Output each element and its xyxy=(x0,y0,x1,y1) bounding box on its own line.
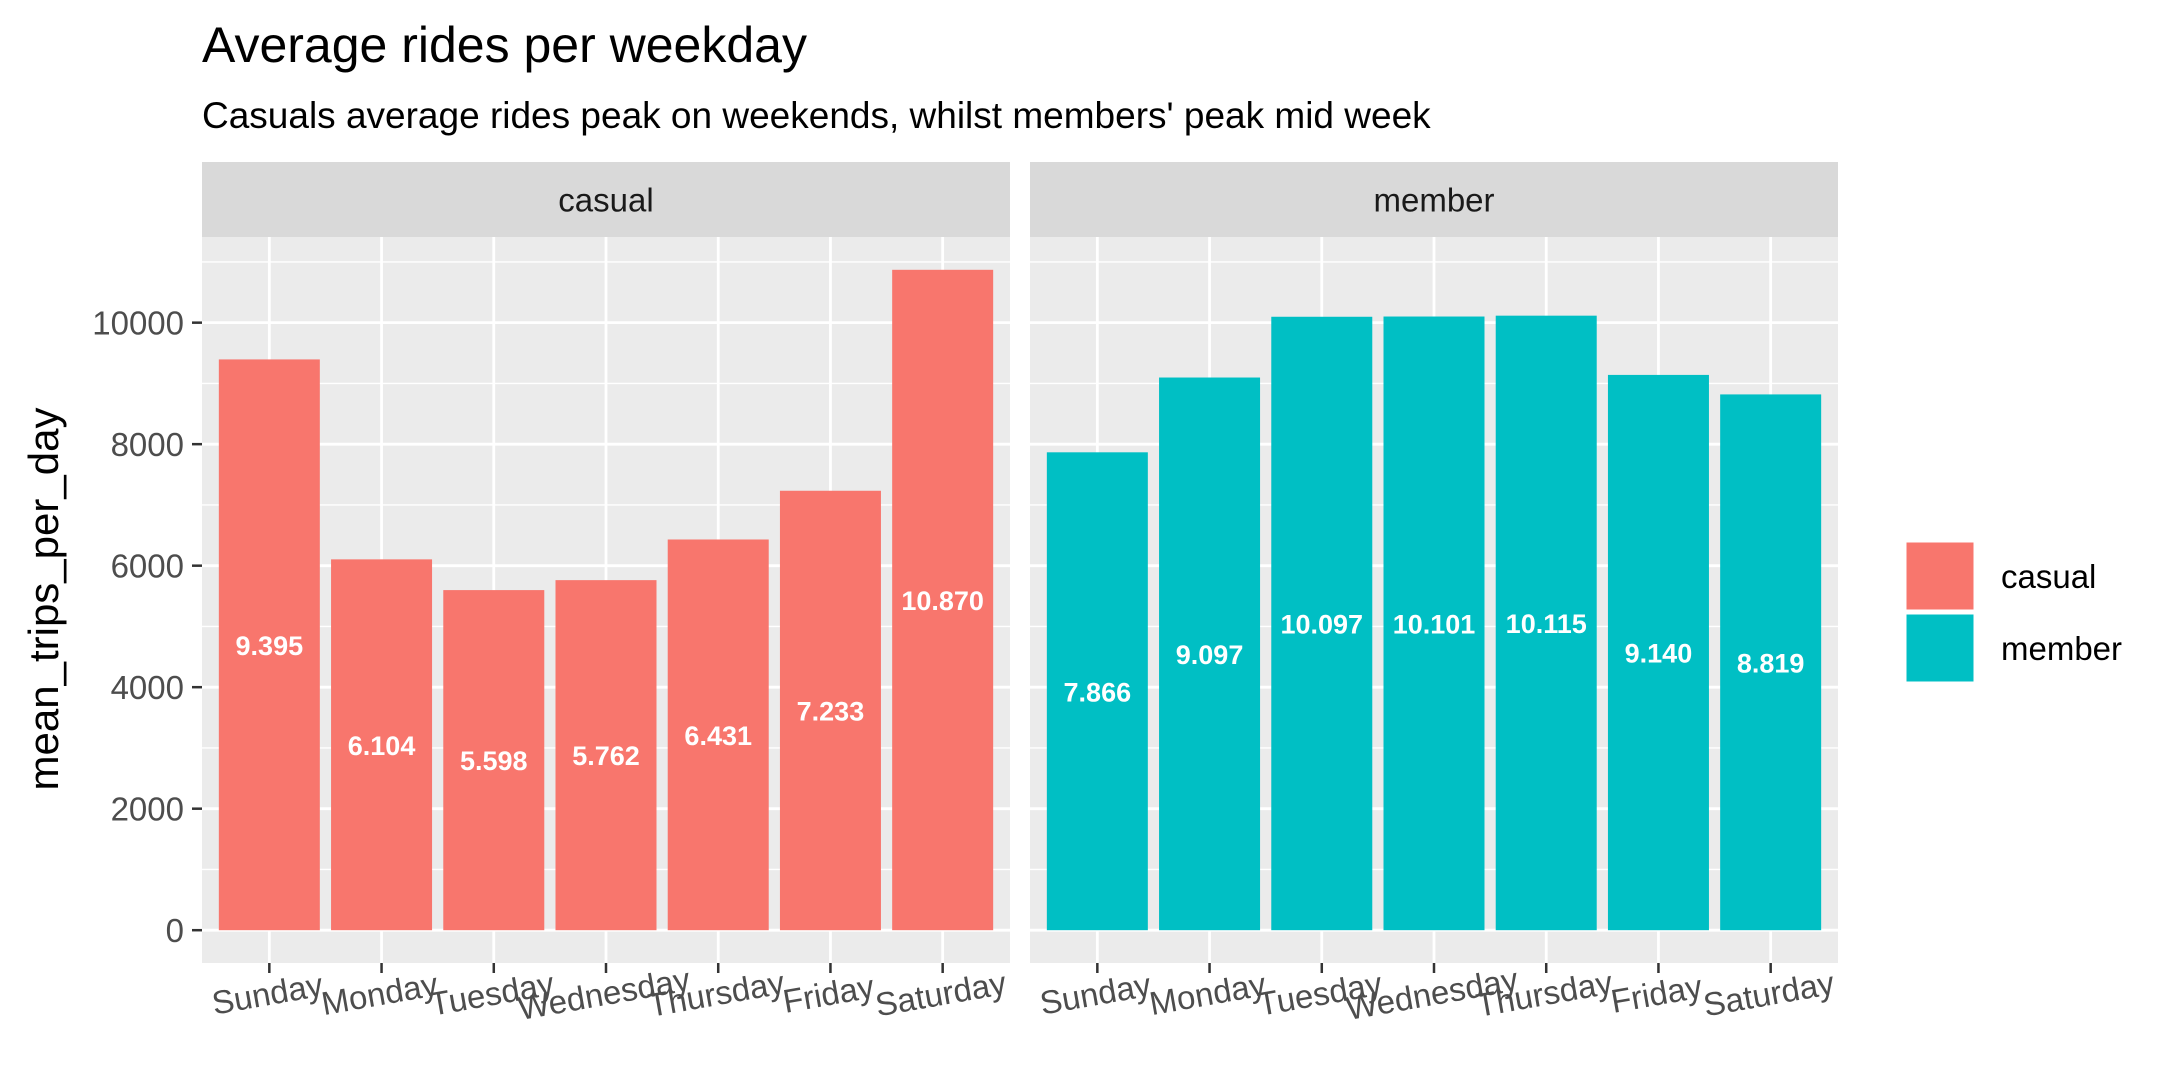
data-label: 9.140 xyxy=(1625,639,1693,669)
y-tick-label: 6000 xyxy=(111,548,184,585)
x-tick-label: Friday xyxy=(1608,967,1705,1019)
data-label: 7.233 xyxy=(797,696,865,726)
bar-casual-monday xyxy=(331,559,433,931)
x-tick-label: Monday xyxy=(319,965,442,1022)
y-axis-label: mean_trips_per_day xyxy=(20,408,67,791)
data-label: 6.104 xyxy=(348,731,416,761)
facet-strip-casual xyxy=(202,162,1010,237)
bar-casual-wednesday xyxy=(555,580,657,931)
legend-label: casual xyxy=(2001,558,2096,595)
panel-member: member 7.866 9.097 10.097 10.101 10.115 9.140 8… xyxy=(1030,162,1838,1027)
y-tick-label: 8000 xyxy=(111,426,184,463)
bar-casual-sunday xyxy=(218,359,320,931)
data-label: 9.097 xyxy=(1176,640,1244,670)
legend-key-member xyxy=(1903,611,1977,685)
bar-member-sunday xyxy=(1046,452,1148,931)
y-tick-label: 2000 xyxy=(111,791,184,828)
bar-casual-friday xyxy=(779,490,881,931)
y-tick-label: 0 xyxy=(166,912,184,949)
data-label: 10.101 xyxy=(1393,609,1476,639)
legend-label: member xyxy=(2001,630,2122,667)
bar-casual-saturday xyxy=(892,269,994,931)
data-label: 10.115 xyxy=(1506,609,1587,639)
legend: casual member xyxy=(1903,539,2122,685)
data-label: 7.866 xyxy=(1064,677,1132,707)
data-label: 8.819 xyxy=(1737,648,1805,678)
facet-panels: casual 9.395 6.104 5.598 5.762 6.431 7.233 10.8… xyxy=(92,162,1838,1027)
bar-member-friday xyxy=(1607,374,1709,931)
x-tick-label: Friday xyxy=(780,967,877,1019)
facet-strip-member xyxy=(1030,162,1838,237)
x-tick-label: Saturday xyxy=(1700,964,1837,1023)
facet-strip-label: member xyxy=(1373,182,1494,219)
data-label: 10.870 xyxy=(901,586,984,616)
bar-member-monday xyxy=(1159,377,1261,931)
facet-strip-label: casual xyxy=(558,182,653,219)
x-tick-label: Saturday xyxy=(872,964,1009,1023)
bar-member-saturday xyxy=(1720,394,1822,931)
bar-casual-tuesday xyxy=(443,590,545,931)
data-label: 6.431 xyxy=(684,721,752,751)
chart-subtitle: Casuals average rides peak on weekends, … xyxy=(202,95,1431,136)
bar-member-tuesday xyxy=(1271,316,1373,931)
bar-casual-thursday xyxy=(667,539,769,931)
y-axis: 0 2000 4000 6000 8000 10000 xyxy=(92,305,202,949)
data-label: 9.395 xyxy=(236,631,304,661)
y-tick-label: 4000 xyxy=(111,669,184,706)
legend-key-casual xyxy=(1903,539,1977,613)
data-label: 5.762 xyxy=(572,741,640,771)
data-label: 5.598 xyxy=(460,746,528,776)
chart-title: Average rides per weekday xyxy=(202,17,807,73)
x-tick-label: Sunday xyxy=(1037,966,1154,1022)
bar-member-wednesday xyxy=(1383,316,1485,931)
x-tick-label: Sunday xyxy=(209,966,326,1022)
x-tick-label: Monday xyxy=(1147,965,1270,1022)
bar-member-thursday xyxy=(1495,315,1597,931)
y-tick-label: 10000 xyxy=(92,305,184,342)
panel-casual: casual 9.395 6.104 5.598 5.762 6.431 7.233 10.8… xyxy=(202,162,1010,1027)
data-label: 10.097 xyxy=(1280,609,1363,639)
